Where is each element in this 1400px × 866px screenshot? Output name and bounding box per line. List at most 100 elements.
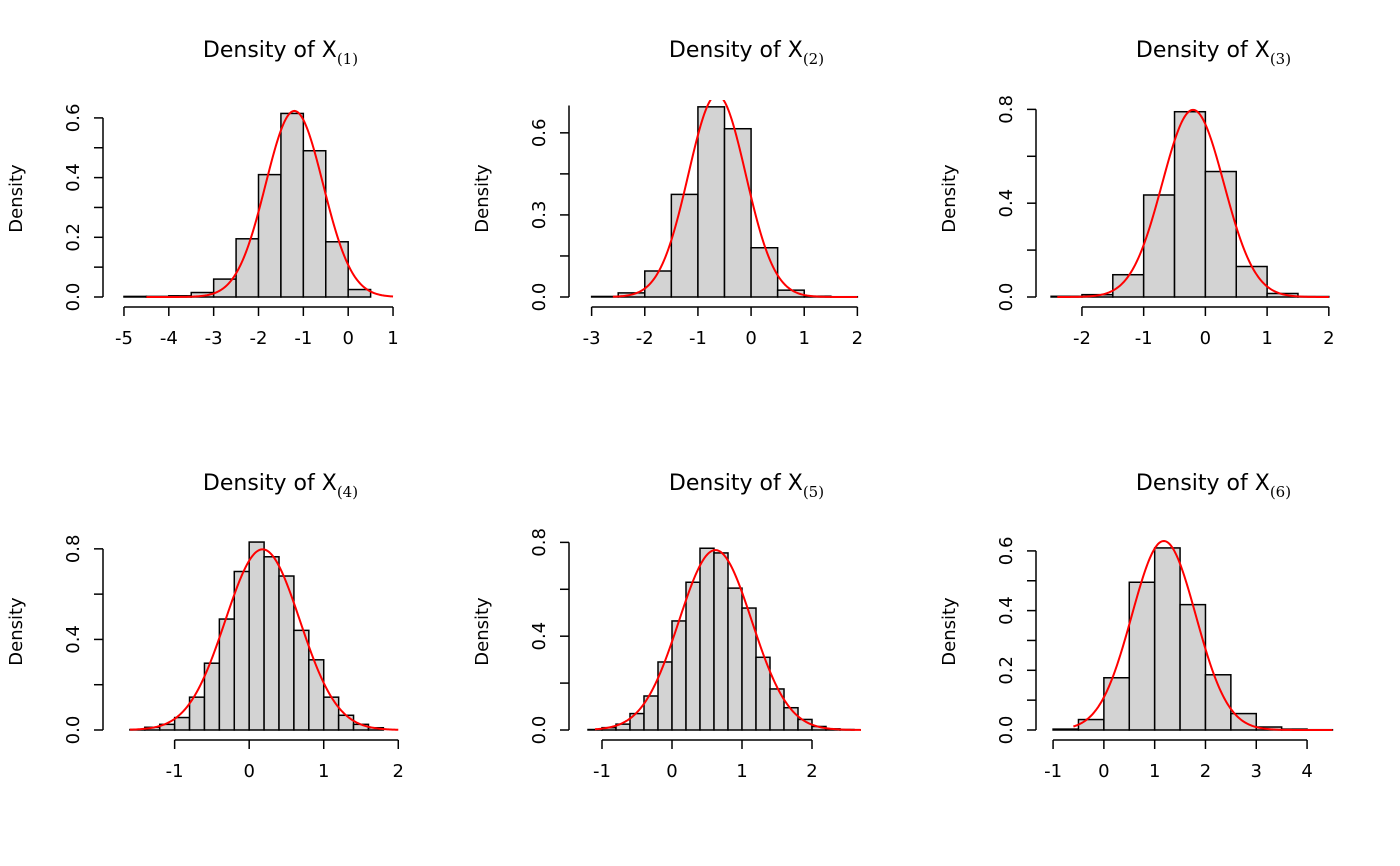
y-tick-label: 0.8 (529, 528, 550, 557)
y-tick-label: 0.4 (996, 596, 1017, 625)
y-tick-label: 0.3 (529, 201, 550, 230)
y-tick-label: 0.0 (529, 716, 550, 745)
y-tick-label: 0.6 (63, 104, 84, 133)
histogram-bar (670, 193, 699, 298)
histogram-bar (685, 581, 701, 731)
x-tick-label: 4 (1301, 761, 1312, 782)
histogram-bar (173, 716, 191, 731)
histogram-bar (1077, 718, 1105, 731)
y-tick-label: 0.4 (529, 622, 550, 651)
histogram-bar (1052, 728, 1080, 731)
y-tick-label: 0.0 (996, 283, 1017, 312)
x-tick-label: 2 (1200, 761, 1211, 782)
histogram-bar (257, 173, 282, 298)
y-axis-label: Density (939, 164, 960, 233)
x-tick-label: 0 (1200, 328, 1211, 349)
histogram-bar (218, 618, 236, 731)
title-subscript: (1) (337, 50, 358, 68)
histogram-bar (248, 541, 265, 731)
histogram-panel-1: Density of X(1) Density -5 -4 -3 -2 -1 0 1 0.0 0.2… (6, 38, 399, 349)
panel-title: Density of X(5) (669, 471, 824, 501)
x-tick-label: -1 (593, 761, 611, 782)
density-curve (146, 109, 394, 298)
y-axis-label: Density (472, 164, 493, 233)
histogram-bar (723, 127, 752, 298)
x-tick-label: 1 (318, 761, 329, 782)
panel-title: Density of X(1) (203, 38, 358, 68)
histogram-panel-4: Density of X(4) Density -1 0 1 2 0.0 0.4 0.8 (6, 471, 404, 782)
density-curve (1073, 539, 1333, 731)
title-text: Density of X (203, 471, 337, 496)
histogram-panel-2: Density of X(2) Density -3 -2 -1 0 1 2 0.0 0.3 0.6 (472, 38, 863, 349)
title-subscript: (6) (1270, 483, 1291, 501)
x-tick-label: 0 (342, 328, 353, 349)
x-tick-label: 2 (393, 761, 404, 782)
histogram-bar (1103, 677, 1131, 731)
x-tick-label: 0 (745, 328, 756, 349)
title-text: Density of X (1136, 38, 1270, 63)
y-tick-label: 0.6 (529, 119, 550, 148)
histogram-bar (188, 696, 206, 731)
y-axis-label: Density (939, 597, 960, 666)
y-tick-label: 0.4 (63, 625, 84, 654)
histogram-bar (1173, 110, 1207, 298)
histogram-bar (1179, 603, 1207, 731)
histogram-bar (1142, 194, 1176, 298)
histogram-bar (713, 552, 729, 731)
x-tick-label: -1 (166, 761, 184, 782)
x-tick-label: -2 (250, 328, 268, 349)
x-tick-label: 0 (243, 761, 254, 782)
y-tick-label: 0.4 (63, 163, 84, 192)
histogram-bar (302, 149, 327, 298)
density-curve (612, 100, 858, 298)
histogram-bar (750, 247, 779, 298)
x-tick-label: -5 (115, 328, 133, 349)
histogram-bar (727, 587, 743, 731)
y-tick-label: 0.0 (63, 716, 84, 745)
histogram-panel-3: Density of X(3) Density -2 -1 0 1 2 0.0 0.4 0.8 (939, 38, 1335, 349)
histogram-bar (308, 659, 325, 731)
histogram-bar (337, 714, 355, 731)
panel-title: Density of X(2) (669, 38, 824, 68)
x-tick-label: 3 (1251, 761, 1262, 782)
y-axis-label: Density (472, 597, 493, 666)
histogram-bar (293, 629, 310, 731)
title-subscript: (2) (803, 50, 824, 68)
x-tick-label: 1 (1261, 328, 1272, 349)
y-tick-label: 0.4 (996, 189, 1017, 218)
histogram-bar (1128, 581, 1156, 731)
histogram-bar (322, 696, 340, 731)
histogram-bar (1153, 547, 1181, 731)
x-tick-label: 1 (798, 328, 809, 349)
x-tick-label: -3 (205, 328, 223, 349)
panel-title: Density of X(4) (203, 471, 358, 501)
histogram-bar (263, 556, 280, 731)
title-subscript: (5) (803, 483, 824, 501)
x-tick-label: -1 (1135, 328, 1153, 349)
x-tick-label: -1 (294, 328, 312, 349)
x-tick-label: -1 (1044, 761, 1062, 782)
x-tick-label: 1 (1149, 761, 1160, 782)
histogram-bar (1235, 265, 1268, 298)
x-tick-label: 1 (736, 761, 747, 782)
x-tick-label: -2 (1073, 328, 1091, 349)
x-tick-label: 2 (806, 761, 817, 782)
y-tick-label: 0.6 (996, 537, 1017, 566)
x-tick-label: 2 (1323, 328, 1334, 349)
y-axis-label: Density (6, 164, 27, 233)
histogram-bar (699, 547, 715, 731)
y-tick-label: 0.8 (996, 95, 1017, 124)
title-text: Density of X (669, 38, 803, 63)
density-curve (129, 548, 399, 731)
y-tick-label: 0.2 (63, 223, 84, 252)
x-tick-label: 0 (1098, 761, 1109, 782)
x-tick-label: -4 (160, 328, 178, 349)
histogram-bar (123, 295, 148, 298)
title-subscript: (3) (1270, 50, 1291, 68)
y-tick-label: 0.0 (529, 283, 550, 312)
x-tick-label: -3 (583, 328, 601, 349)
histogram-panel-6: Density of X(6) Density -1 0 1 2 3 4 0.0 0.2 0.4 0.… (939, 471, 1334, 782)
histogram-bar (233, 570, 250, 731)
y-tick-label: 0.0 (996, 716, 1017, 745)
